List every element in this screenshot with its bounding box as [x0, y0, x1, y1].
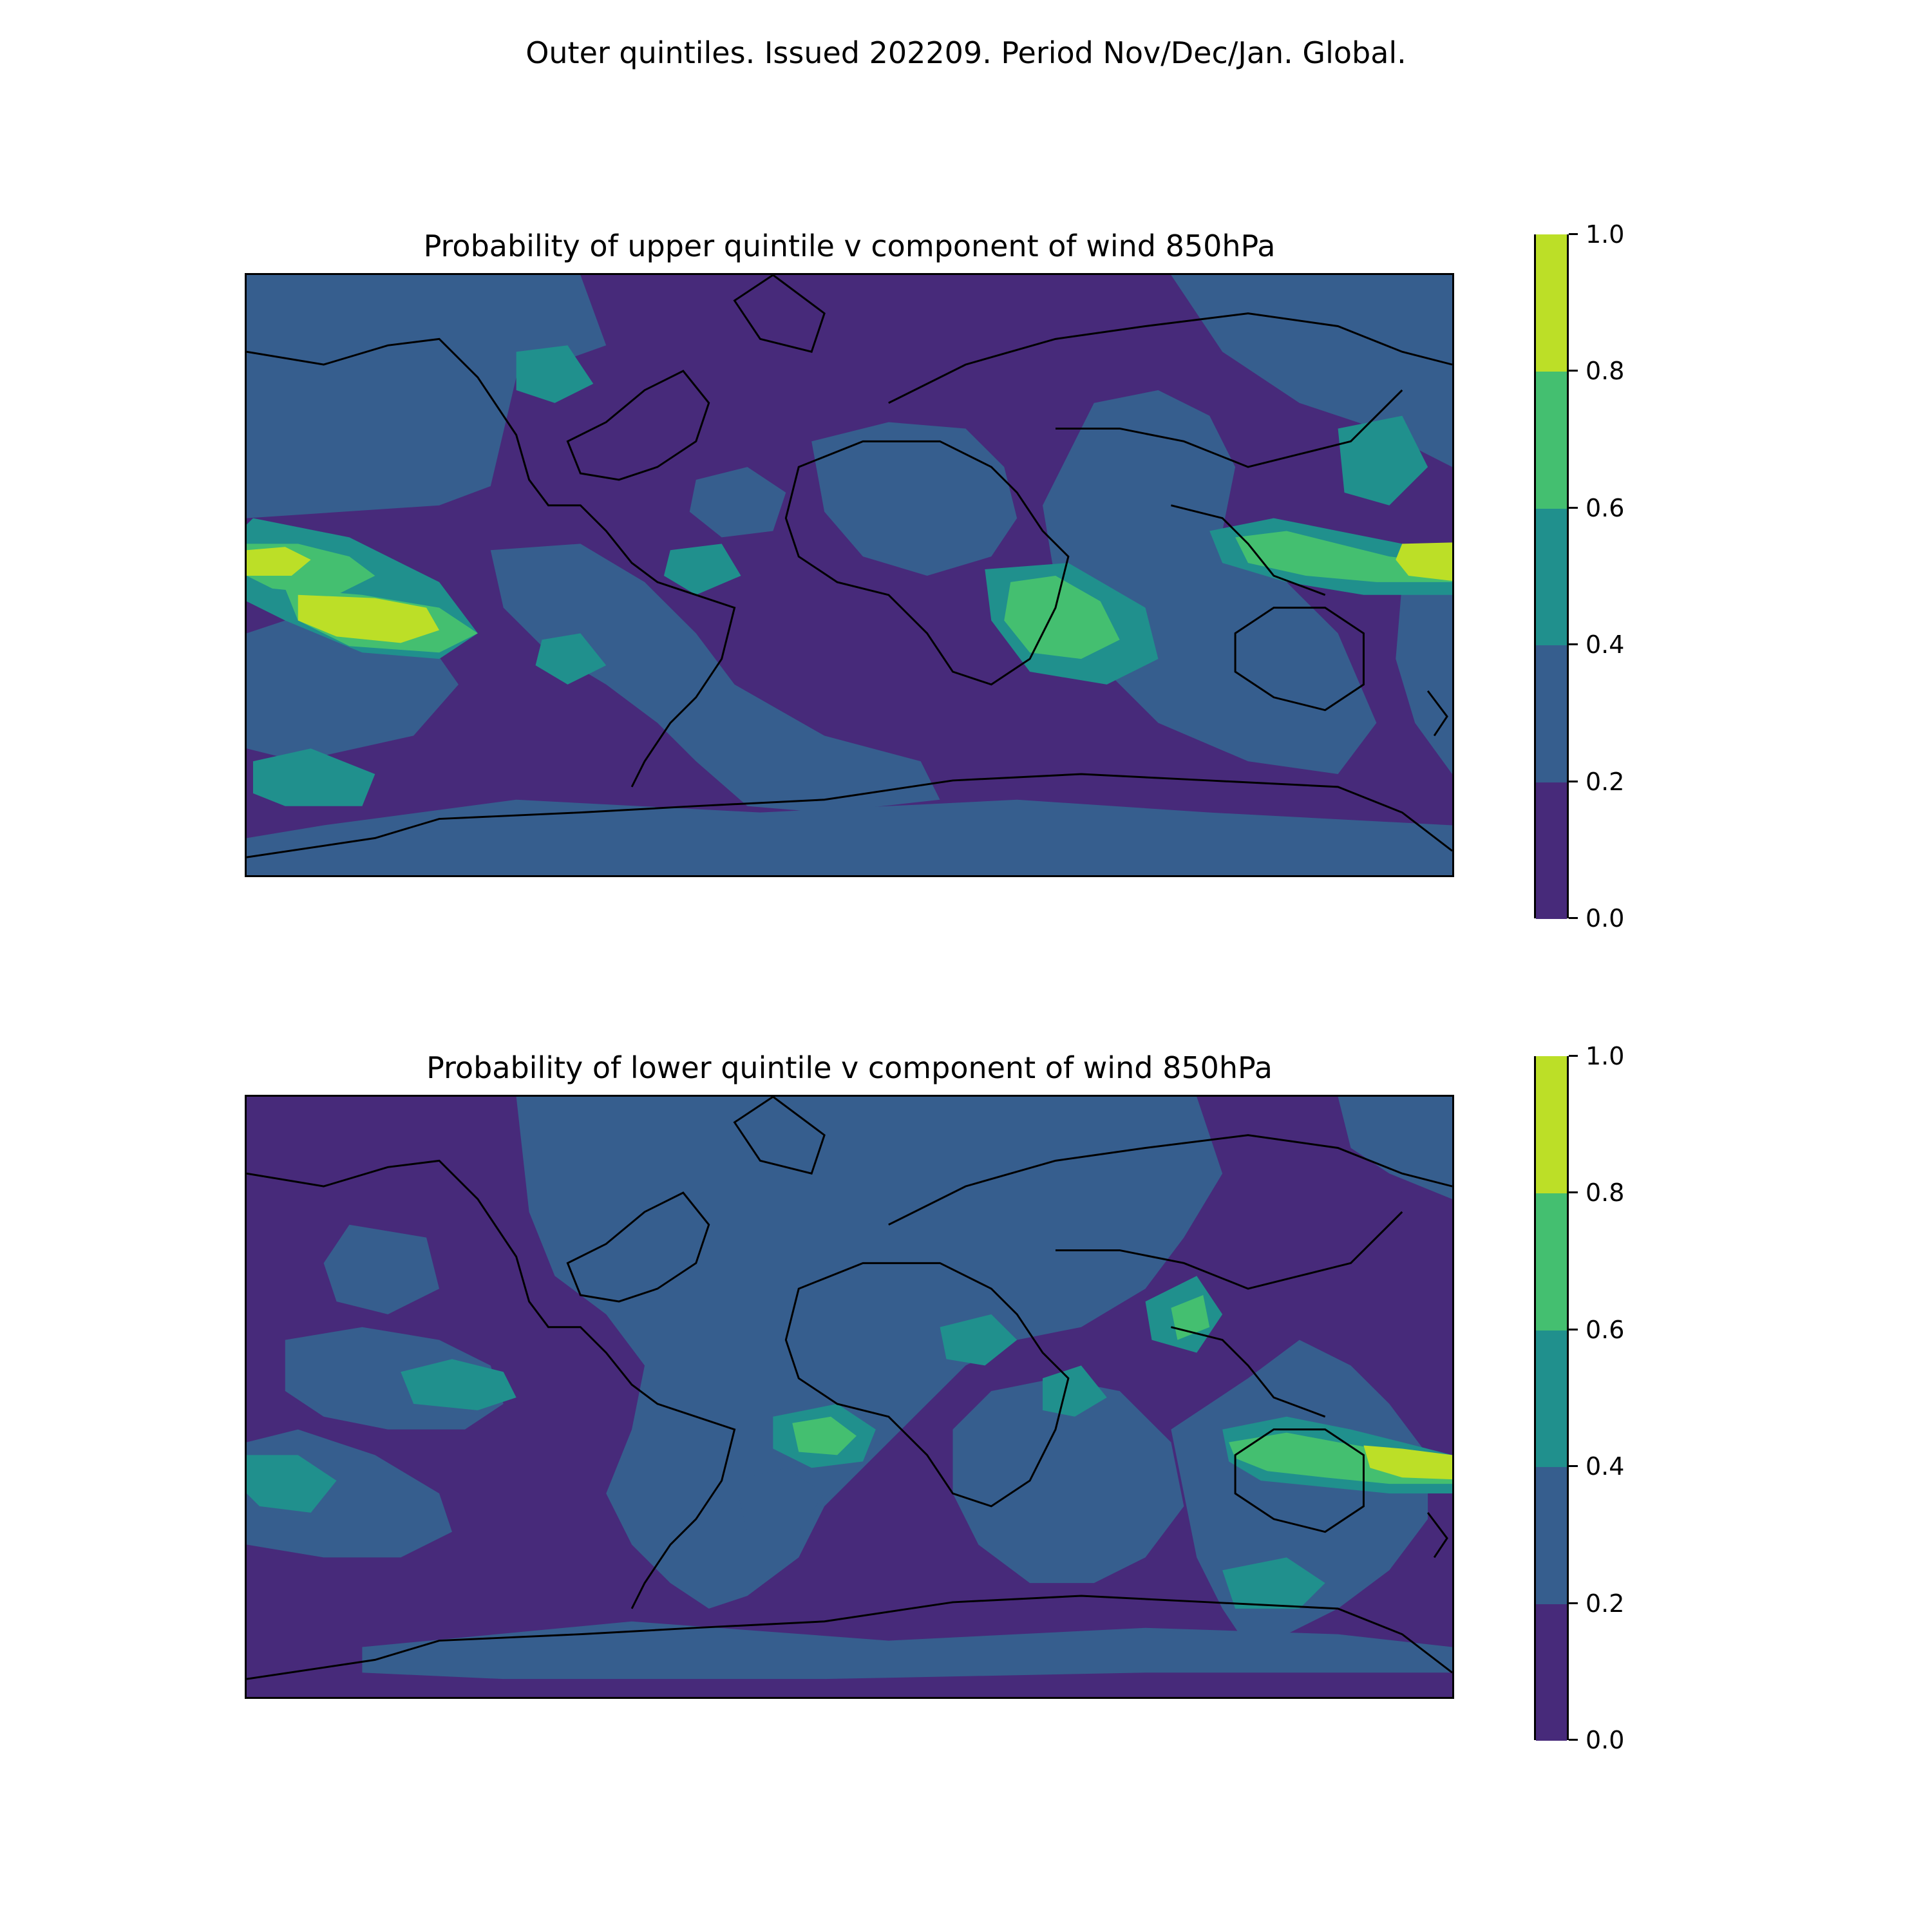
colorbar-tick-label: 0.0	[1586, 1726, 1625, 1754]
colorbar-tick	[1569, 643, 1578, 646]
colorbar-segment	[1536, 1056, 1567, 1194]
colorbar-segment	[1536, 1603, 1567, 1741]
lower-quintile-map	[245, 1095, 1454, 1699]
colorbar-tick	[1569, 370, 1578, 372]
colorbar-tick-label: 1.0	[1586, 220, 1625, 249]
colorbar-tick-label: 0.8	[1586, 1179, 1625, 1208]
colorbar-tick	[1569, 1055, 1578, 1057]
colorbar-tick	[1569, 1465, 1578, 1468]
coastlines	[247, 275, 1452, 858]
colorbar-segment	[1536, 1329, 1567, 1468]
colorbar-tick-label: 0.8	[1586, 357, 1625, 386]
colorbar-tick-label: 1.0	[1586, 1042, 1625, 1070]
colorbar-tick-label: 0.4	[1586, 1452, 1625, 1481]
colorbar-segment	[1536, 371, 1567, 509]
colorbar-tick	[1569, 1191, 1578, 1194]
figure-suptitle: Outer quintiles. Issued 202209. Period N…	[526, 35, 1406, 70]
contour-level-0.2-0.4	[247, 1097, 1452, 1680]
colorbar-tick	[1569, 1328, 1578, 1331]
colorbar-tick-label: 0.2	[1586, 1589, 1625, 1618]
colorbar-segment	[1536, 507, 1567, 646]
colorbar-segment	[1536, 234, 1567, 372]
colorbar-segment	[1536, 1193, 1567, 1331]
colorbar-tick-label: 0.6	[1586, 1315, 1625, 1344]
upper-colorbar	[1534, 234, 1569, 919]
upper-panel-title: Probability of upper quintile v componen…	[423, 229, 1276, 263]
colorbar-segment	[1536, 1466, 1567, 1604]
upper-quintile-map	[245, 273, 1454, 877]
colorbar-tick-label: 0.6	[1586, 493, 1625, 522]
coastlines	[247, 1097, 1452, 1680]
colorbar-tick	[1569, 506, 1578, 509]
colorbar-segment	[1536, 645, 1567, 782]
contour-level-0.8-1.0	[247, 542, 1452, 643]
colorbar-segment	[1536, 781, 1567, 919]
colorbar-tick	[1569, 917, 1578, 919]
colorbar-tick	[1569, 233, 1578, 235]
colorbar-tick-label: 0.2	[1586, 767, 1625, 796]
colorbar-tick	[1569, 1739, 1578, 1741]
colorbar-tick-label: 0.0	[1586, 904, 1625, 933]
colorbar-tick	[1569, 1602, 1578, 1604]
colorbar-tick-label: 0.4	[1586, 630, 1625, 659]
lower-panel-title: Probability of lower quintile v componen…	[426, 1050, 1273, 1085]
contour-level-0.8-1.0	[1363, 1445, 1452, 1480]
colorbar-tick	[1569, 780, 1578, 782]
lower-colorbar	[1534, 1056, 1569, 1741]
